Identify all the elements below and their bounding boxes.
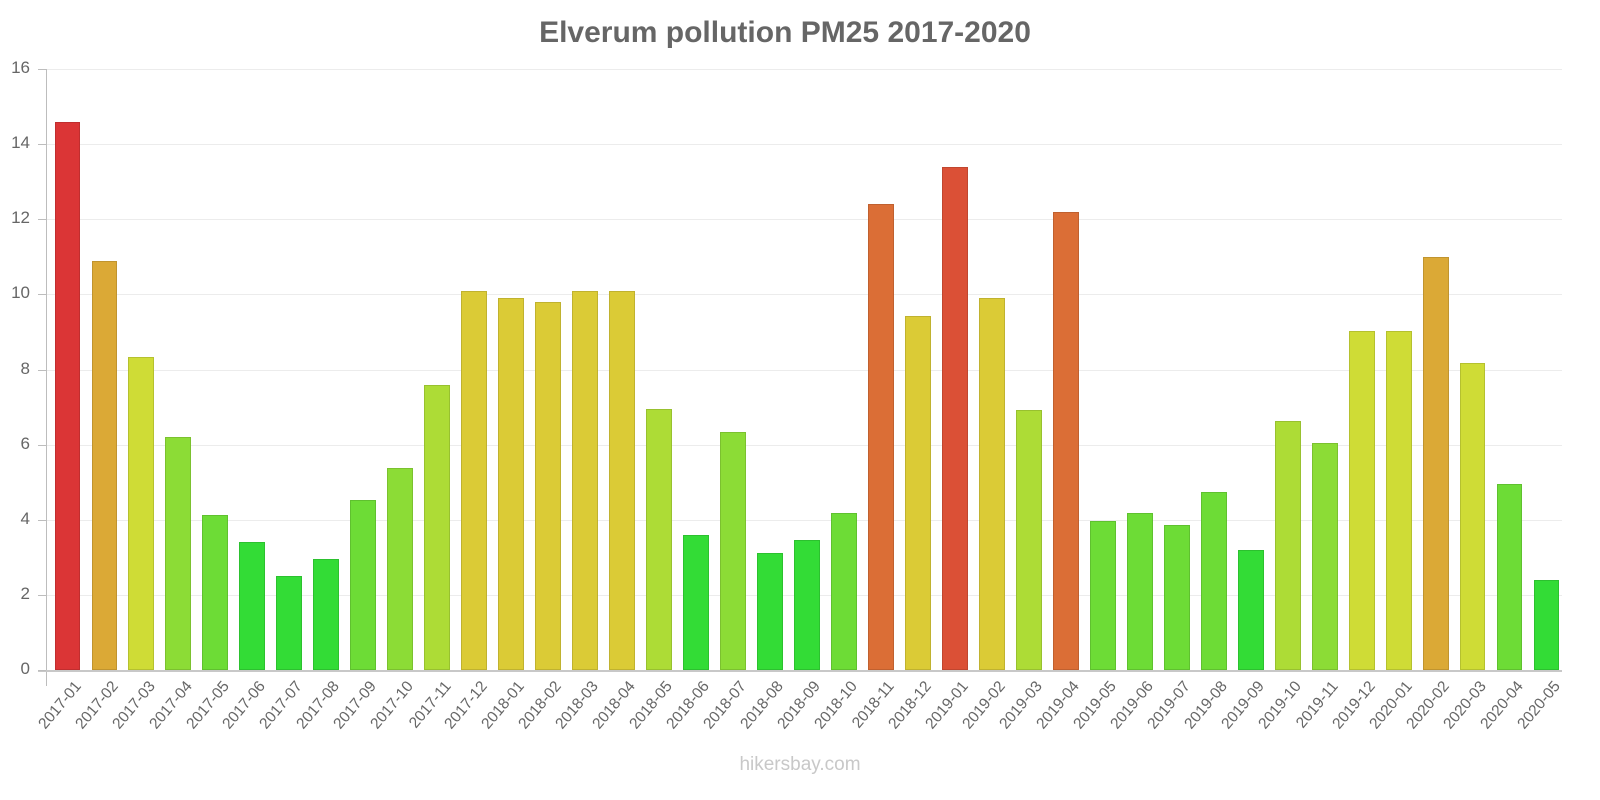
bar-2019-01[interactable] xyxy=(941,166,968,670)
y-tick-label: 8 xyxy=(20,358,30,378)
bar-2018-04[interactable] xyxy=(609,290,636,670)
gridline xyxy=(46,444,1562,446)
gridline xyxy=(46,69,1562,70)
bar-2019-11[interactable] xyxy=(1311,443,1338,670)
bar-2018-03[interactable] xyxy=(572,290,599,670)
y-tick-label: 16 xyxy=(11,58,30,77)
y-tick-mark xyxy=(38,519,46,521)
bar-2020-02[interactable] xyxy=(1422,256,1449,670)
bar-2018-06[interactable] xyxy=(683,534,709,670)
bar-2018-09[interactable] xyxy=(794,540,820,670)
bar-2017-05[interactable] xyxy=(202,514,229,670)
bar-2017-11[interactable] xyxy=(424,384,451,670)
y-tick-mark xyxy=(38,444,46,446)
bar-2018-01[interactable] xyxy=(498,298,525,670)
bar-2018-02[interactable] xyxy=(535,301,562,670)
bar-2017-08[interactable] xyxy=(313,558,340,670)
y-tick-mark xyxy=(38,219,46,221)
y-tick-mark xyxy=(38,594,46,596)
gridline xyxy=(46,294,1562,296)
y-axis-line xyxy=(46,69,47,686)
y-tick-label: 0 xyxy=(20,659,30,678)
bar-2017-02[interactable] xyxy=(91,260,118,670)
y-tick-label: 10 xyxy=(11,283,30,303)
bar-2017-09[interactable] xyxy=(350,499,377,670)
plot-area xyxy=(46,69,1562,670)
bar-2017-10[interactable] xyxy=(387,467,414,670)
y-tick-mark xyxy=(38,144,46,146)
y-tick-label: 2 xyxy=(20,583,30,603)
bar-2020-04[interactable] xyxy=(1496,484,1523,670)
y-tick-label: 14 xyxy=(11,133,30,153)
bar-2020-05[interactable] xyxy=(1533,579,1560,670)
y-tick-label: 12 xyxy=(11,208,30,228)
y-tick-mark xyxy=(38,369,46,371)
bar-2017-04[interactable] xyxy=(165,437,192,670)
bar-2020-01[interactable] xyxy=(1385,330,1412,670)
gridline xyxy=(46,369,1562,371)
bar-2018-12[interactable] xyxy=(904,316,931,670)
y-tick-mark xyxy=(38,294,46,296)
gridline xyxy=(46,144,1562,146)
bar-2017-06[interactable] xyxy=(239,541,266,670)
bar-2017-12[interactable] xyxy=(461,290,488,670)
bar-2019-09[interactable] xyxy=(1237,549,1264,670)
x-axis-line xyxy=(38,670,1562,672)
bar-2019-02[interactable] xyxy=(978,298,1005,670)
y-tick-label: 4 xyxy=(20,508,30,528)
bar-2018-05[interactable] xyxy=(646,408,673,670)
y-tick-mark xyxy=(38,69,46,70)
bar-2019-05[interactable] xyxy=(1089,520,1116,670)
watermark: hikersbay.com xyxy=(739,754,861,775)
gridline xyxy=(46,519,1562,521)
bar-2018-08[interactable] xyxy=(757,552,783,670)
chart-title: Elverum pollution PM25 2017-2020 xyxy=(539,16,1031,49)
bar-2020-03[interactable] xyxy=(1459,363,1486,670)
bar-2019-04[interactable] xyxy=(1052,211,1079,670)
bar-2019-08[interactable] xyxy=(1200,491,1227,670)
bar-2017-07[interactable] xyxy=(276,576,303,670)
bar-2017-03[interactable] xyxy=(128,357,155,670)
bar-2017-01[interactable] xyxy=(54,121,81,670)
bar-2019-07[interactable] xyxy=(1163,525,1190,670)
bar-2019-12[interactable] xyxy=(1348,330,1375,670)
bar-2019-06[interactable] xyxy=(1126,513,1153,670)
bar-2019-03[interactable] xyxy=(1015,410,1042,670)
bar-2019-10[interactable] xyxy=(1274,420,1301,670)
y-tick-label: 6 xyxy=(20,433,30,453)
y-tick-mark xyxy=(38,670,46,671)
gridline xyxy=(46,219,1562,221)
bar-2018-07[interactable] xyxy=(720,431,746,670)
bar-2018-11[interactable] xyxy=(868,204,894,670)
bar-2018-10[interactable] xyxy=(831,513,857,670)
